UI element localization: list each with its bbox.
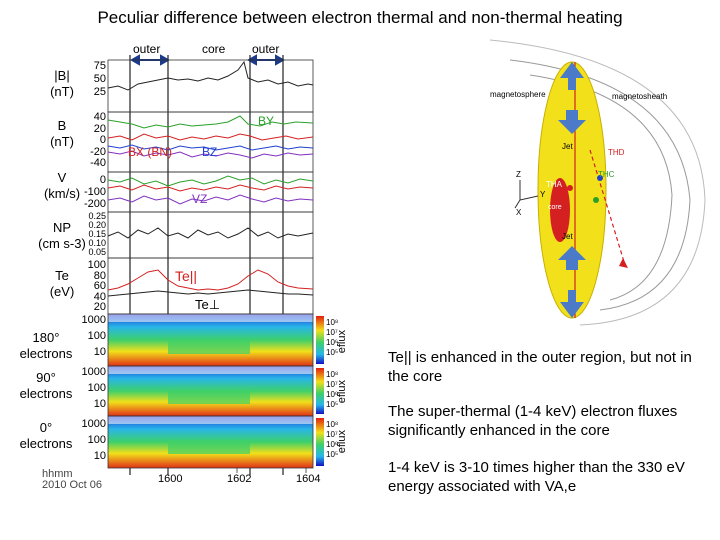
ticks-v: 0 -100 -200 — [83, 174, 106, 210]
colorbar-label-2: eflux — [336, 380, 348, 404]
panel-label-180-electrons: 180° electrons — [19, 330, 73, 361]
annotation-bz: BZ — [202, 145, 218, 159]
colorbar-ticks-2: 10⁸ 10⁷ 10⁶ 10⁵ — [326, 370, 339, 409]
bullet-energy-ratio: 1-4 keV is 3-10 times higher than the 33… — [388, 459, 685, 495]
diagram-axis-z: Z — [516, 170, 521, 179]
region-label-core: core — [202, 42, 226, 56]
diagram-label-tha: THA — [546, 180, 562, 189]
magnetopause-diagram — [489, 39, 706, 326]
panel-label-velocity: V (km/s) — [43, 170, 81, 201]
ticks-e180: 1000 100 10 — [81, 314, 106, 358]
annotation-vz: VZ — [192, 192, 208, 206]
bullet-superthermal: The super-thermal (1-4 keV) electron flu… — [388, 403, 678, 439]
time-axis-caption: hhmm 2010 Oct 06 — [42, 468, 102, 491]
annotation-te-perp: Te⊥ — [195, 297, 221, 312]
ticks-te: 100 80 60 40 20 — [87, 259, 106, 313]
ticks-e0: 1000 100 10 — [81, 418, 106, 462]
diagram-label-magnetosheath: magnetosheath — [612, 92, 668, 101]
diagram-label-thd: THD — [608, 148, 625, 157]
panel-label-b-vector: B (nT) — [50, 118, 74, 149]
diagram-label-core: core — [548, 204, 562, 211]
time-tick-1604: 1604 — [296, 473, 321, 485]
diagram-label-jet-bottom: Jet — [562, 232, 573, 241]
bullet-te-par: Te|| is enhanced in the outer region, bu… — [388, 349, 692, 385]
diagram-axis-x: X — [516, 208, 522, 217]
colorbar-ticks-3: 10⁸ 10⁷ 10⁶ 10⁵ — [326, 420, 339, 459]
annotation-te-par: Te|| — [175, 268, 198, 284]
slide-title: Peculiar difference between electron the… — [97, 8, 623, 27]
time-tick-1602: 1602 — [227, 473, 252, 485]
ticks-np: 0.25 0.20 0.15 0.10 0.05 — [88, 211, 106, 257]
panel-label-b-magnitude: |B| (nT) — [50, 68, 74, 99]
ticks-bvec: 40 20 0 -20 -40 — [90, 111, 106, 169]
ticks-e90: 1000 100 10 — [81, 366, 106, 410]
diagram-label-thc: THC — [598, 170, 615, 179]
panel-label-0-electrons: 0° electrons — [19, 420, 73, 451]
region-label-outer-left: outer — [133, 42, 161, 56]
colorbar-label-3: eflux — [336, 430, 348, 454]
ticks-b: 75 50 25 — [93, 60, 106, 98]
panel-label-90-electrons: 90° electrons — [19, 370, 73, 401]
panel-label-density: NP (cm s-3) — [38, 220, 86, 251]
annotation-by: BY — [258, 114, 275, 128]
diagram-axis-y: Y — [540, 190, 546, 199]
panel-label-temperature: Te (eV) — [49, 268, 75, 299]
time-tick-1600: 1600 — [158, 473, 183, 485]
region-label-outer-right: outer — [252, 42, 280, 56]
diagram-label-magnetosphere: magnetosphere — [490, 90, 546, 99]
diagram-label-jet-top: Jet — [562, 142, 573, 151]
colorbar-label-1: eflux — [336, 330, 348, 354]
annotation-bx: BX (BN) — [128, 145, 173, 159]
colorbar-ticks-1: 10⁸ 10⁷ 10⁶ 10⁵ — [326, 318, 339, 357]
